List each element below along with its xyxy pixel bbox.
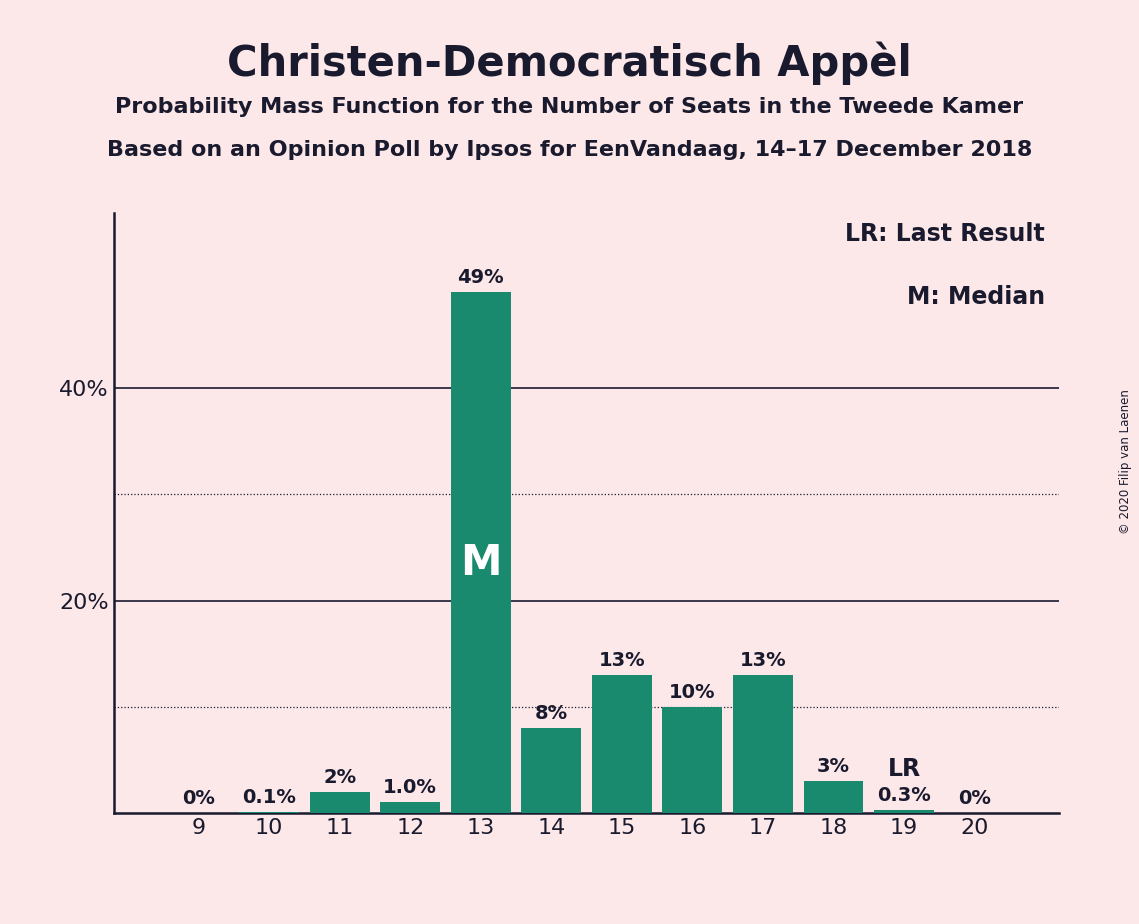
- Text: 0%: 0%: [182, 789, 215, 808]
- Text: LR: Last Result: LR: Last Result: [845, 222, 1046, 246]
- Text: 0.1%: 0.1%: [243, 788, 296, 807]
- Text: 8%: 8%: [534, 704, 568, 723]
- Text: 0.3%: 0.3%: [877, 785, 931, 805]
- Bar: [310, 792, 370, 813]
- Bar: [734, 675, 793, 813]
- Text: LR: LR: [887, 758, 920, 781]
- Text: 13%: 13%: [739, 650, 786, 670]
- Text: 0%: 0%: [958, 789, 991, 808]
- Bar: [522, 728, 581, 813]
- Bar: [239, 812, 300, 813]
- Bar: [451, 292, 510, 813]
- Bar: [803, 781, 863, 813]
- Text: 13%: 13%: [599, 650, 645, 670]
- Text: Christen-Democratisch Appèl: Christen-Democratisch Appèl: [227, 42, 912, 85]
- Text: M: Median: M: Median: [907, 285, 1046, 309]
- Text: © 2020 Filip van Laenen: © 2020 Filip van Laenen: [1118, 390, 1132, 534]
- Text: Based on an Opinion Poll by Ipsos for EenVandaag, 14–17 December 2018: Based on an Opinion Poll by Ipsos for Ee…: [107, 140, 1032, 161]
- Bar: [380, 802, 440, 813]
- Text: 3%: 3%: [817, 757, 850, 776]
- Text: 49%: 49%: [458, 268, 505, 287]
- Text: Probability Mass Function for the Number of Seats in the Tweede Kamer: Probability Mass Function for the Number…: [115, 97, 1024, 117]
- Text: 10%: 10%: [669, 683, 715, 701]
- Bar: [874, 810, 934, 813]
- Text: M: M: [460, 542, 501, 584]
- Bar: [663, 707, 722, 813]
- Text: 2%: 2%: [323, 768, 357, 786]
- Bar: [592, 675, 652, 813]
- Text: 1.0%: 1.0%: [383, 778, 437, 797]
